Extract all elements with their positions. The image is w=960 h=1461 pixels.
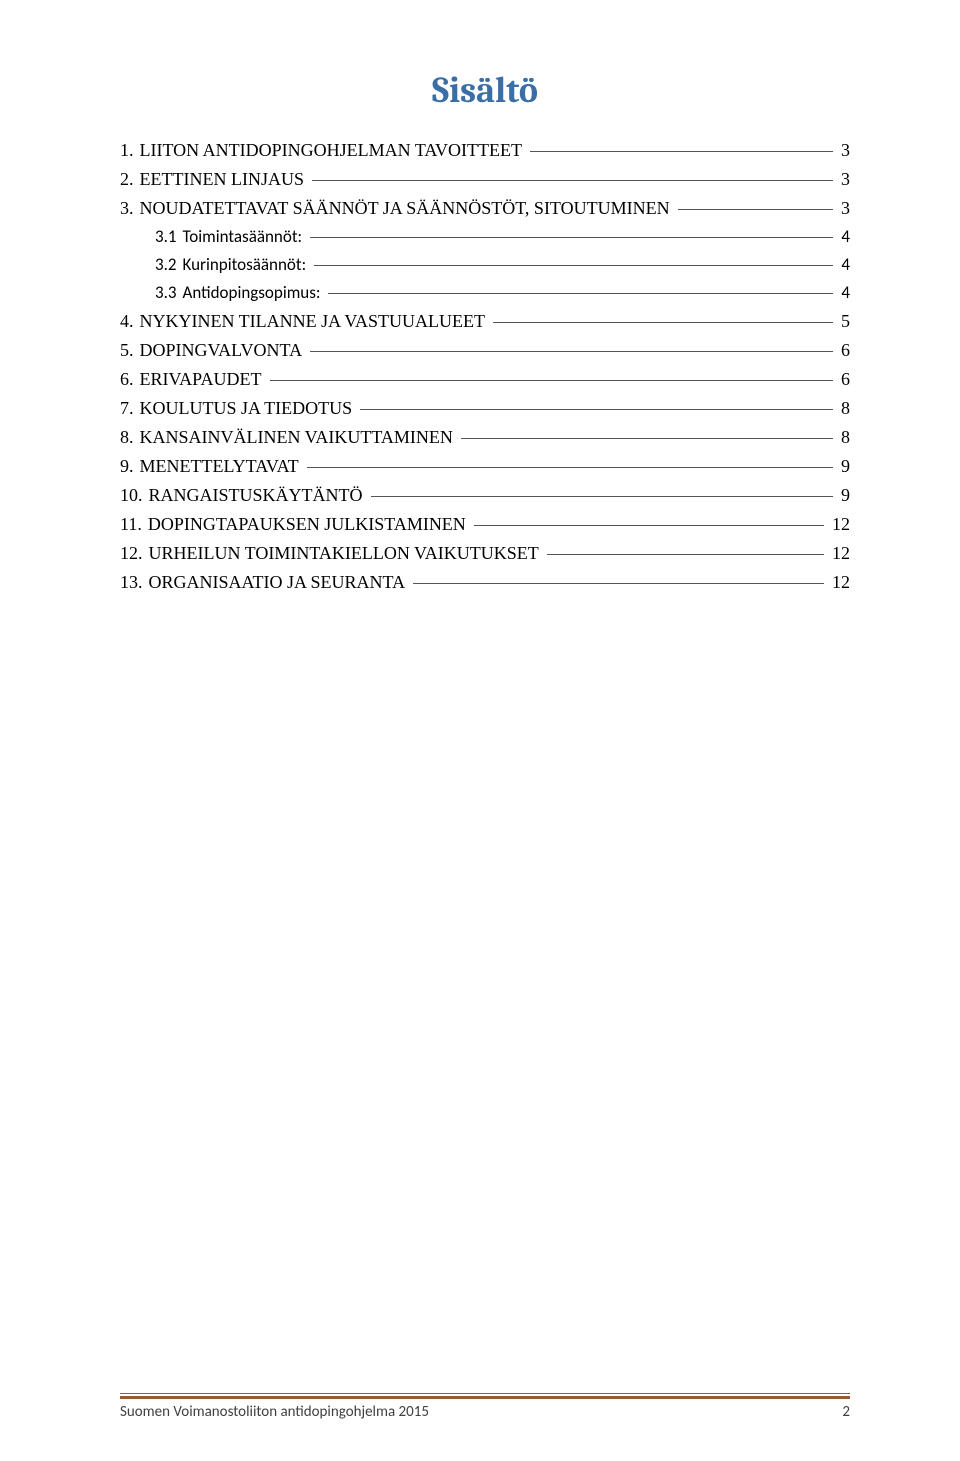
toc-leader — [493, 322, 833, 323]
toc-page: 12 — [828, 515, 850, 533]
toc-leader — [328, 293, 833, 294]
toc-leader — [461, 438, 833, 439]
toc-number: 4. — [120, 312, 140, 330]
toc-page: 8 — [837, 399, 850, 417]
toc-page: 3 — [837, 199, 850, 217]
toc-leader — [270, 380, 833, 381]
toc-entry[interactable]: 4. NYKYINEN TILANNE JA VASTUUALUEET 5 — [120, 312, 850, 330]
toc-leader — [312, 180, 833, 181]
toc-entry[interactable]: 5. DOPINGVALVONTA 6 — [120, 341, 850, 359]
toc-number: 9. — [120, 457, 140, 475]
toc-number: 7. — [120, 399, 140, 417]
toc-entry[interactable]: 2. EETTINEN LINJAUS 3 — [120, 170, 850, 188]
toc-label: Kurinpitosäännöt: — [183, 256, 311, 273]
toc-page: 9 — [837, 486, 850, 504]
toc-leader — [310, 351, 833, 352]
footer-rule — [120, 1393, 850, 1397]
page: Sisältö 1. LIITON ANTIDOPINGOHJELMAN TAV… — [0, 0, 960, 1461]
toc-leader — [474, 525, 824, 526]
toc-number: 8. — [120, 428, 140, 446]
footer-page-number: 2 — [842, 1403, 850, 1421]
toc-label: URHEILUN TOIMINTAKIELLON VAIKUTUKSET — [149, 544, 543, 562]
toc-leader — [310, 237, 833, 238]
toc-number: 5. — [120, 341, 140, 359]
toc-subentry[interactable]: 3.2 Kurinpitosäännöt: 4 — [120, 256, 850, 273]
toc-number: 2. — [120, 170, 140, 188]
toc-page: 6 — [837, 370, 850, 388]
toc-page: 12 — [828, 544, 850, 562]
toc-label: ORGANISAATIO JA SEURANTA — [149, 573, 410, 591]
toc-label: Toimintasäännöt: — [183, 228, 307, 245]
toc-label: KOULUTUS JA TIEDOTUS — [140, 399, 357, 417]
toc-label: KANSAINVÄLINEN VAIKUTTAMINEN — [140, 428, 457, 446]
toc-page: 4 — [837, 284, 850, 301]
toc-entry[interactable]: 8. KANSAINVÄLINEN VAIKUTTAMINEN 8 — [120, 428, 850, 446]
toc-label: LIITON ANTIDOPINGOHJELMAN TAVOITTEET — [140, 141, 527, 159]
toc-leader — [413, 583, 824, 584]
toc-label: DOPINGVALVONTA — [140, 341, 307, 359]
toc-entry[interactable]: 12. URHEILUN TOIMINTAKIELLON VAIKUTUKSET… — [120, 544, 850, 562]
toc-page: 12 — [828, 573, 850, 591]
toc-entry[interactable]: 10. RANGAISTUSKÄYTÄNTÖ 9 — [120, 486, 850, 504]
table-of-contents: 1. LIITON ANTIDOPINGOHJELMAN TAVOITTEET … — [120, 141, 850, 591]
toc-page: 6 — [837, 341, 850, 359]
toc-leader — [314, 265, 833, 266]
toc-label: DOPINGTAPAUKSEN JULKISTAMINEN — [148, 515, 470, 533]
toc-entry[interactable]: 9. MENETTELYTAVAT 9 — [120, 457, 850, 475]
toc-leader — [371, 496, 834, 497]
toc-number: 3.2 — [155, 256, 183, 273]
toc-number: 3.1 — [155, 228, 183, 245]
page-footer: Suomen Voimanostoliiton antidopingohjelm… — [120, 1393, 850, 1421]
toc-label: EETTINEN LINJAUS — [140, 170, 308, 188]
toc-leader — [360, 409, 833, 410]
toc-page: 9 — [837, 457, 850, 475]
toc-label: RANGAISTUSKÄYTÄNTÖ — [149, 486, 367, 504]
toc-entry[interactable]: 7. KOULUTUS JA TIEDOTUS 8 — [120, 399, 850, 417]
toc-number: 13. — [120, 573, 149, 591]
page-title: Sisältö — [120, 70, 850, 111]
toc-leader — [678, 209, 833, 210]
footer-line: Suomen Voimanostoliiton antidopingohjelm… — [120, 1403, 850, 1421]
toc-number: 3. — [120, 199, 140, 217]
toc-entry[interactable]: 3. NOUDATETTAVAT SÄÄNNÖT JA SÄÄNNÖSTÖT, … — [120, 199, 850, 217]
toc-label: NOUDATETTAVAT SÄÄNNÖT JA SÄÄNNÖSTÖT, SIT… — [140, 199, 674, 217]
toc-page: 3 — [837, 170, 850, 188]
toc-leader — [530, 151, 833, 152]
toc-subentry[interactable]: 3.3 Antidopingsopimus: 4 — [120, 284, 850, 301]
toc-leader — [547, 554, 824, 555]
toc-entry[interactable]: 6. ERIVAPAUDET 6 — [120, 370, 850, 388]
toc-page: 5 — [837, 312, 850, 330]
toc-number: 11. — [120, 515, 148, 533]
toc-entry[interactable]: 11. DOPINGTAPAUKSEN JULKISTAMINEN 12 — [120, 515, 850, 533]
toc-number: 3.3 — [155, 284, 183, 301]
toc-leader — [307, 467, 833, 468]
toc-page: 8 — [837, 428, 850, 446]
toc-entry[interactable]: 1. LIITON ANTIDOPINGOHJELMAN TAVOITTEET … — [120, 141, 850, 159]
toc-label: Antidopingsopimus: — [183, 284, 325, 301]
toc-number: 1. — [120, 141, 140, 159]
toc-number: 12. — [120, 544, 149, 562]
toc-number: 6. — [120, 370, 140, 388]
toc-label: MENETTELYTAVAT — [140, 457, 303, 475]
toc-page: 4 — [837, 228, 850, 245]
toc-subentry[interactable]: 3.1 Toimintasäännöt: 4 — [120, 228, 850, 245]
toc-entry[interactable]: 13. ORGANISAATIO JA SEURANTA 12 — [120, 573, 850, 591]
toc-number: 10. — [120, 486, 149, 504]
toc-label: NYKYINEN TILANNE JA VASTUUALUEET — [140, 312, 489, 330]
toc-page: 3 — [837, 141, 850, 159]
footer-left: Suomen Voimanostoliiton antidopingohjelm… — [120, 1403, 429, 1421]
toc-label: ERIVAPAUDET — [140, 370, 266, 388]
toc-page: 4 — [837, 256, 850, 273]
